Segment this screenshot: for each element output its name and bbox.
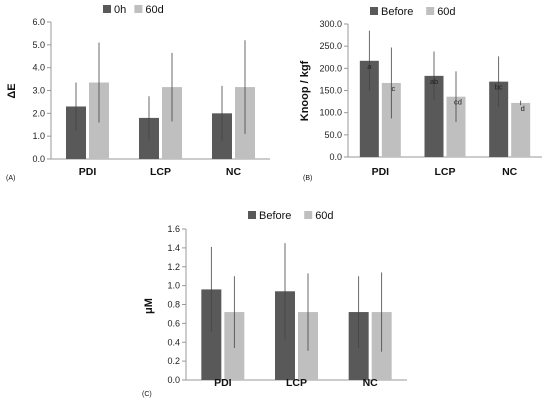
bar-60d-nc xyxy=(511,102,531,157)
chart-panel-a: 0.0 1.0 2.0 3.0 4.0 5.0 6.0 ΔE PDI LCP NC 0h 60d (A) xyxy=(6,4,270,182)
panel-label: (B) xyxy=(303,175,312,182)
y-tick-label: 1.0 xyxy=(167,281,180,291)
x-category-label: NC xyxy=(226,166,242,178)
y-tick-label: 50.0 xyxy=(324,130,342,140)
legend-label: Before xyxy=(381,6,413,18)
chart-panel-c: 0.0 0.2 0.4 0.6 0.8 1.0 1.2 1.4 1.6 μM PDI LCP NC Bef… xyxy=(142,210,407,398)
y-tick-label: 1.4 xyxy=(167,243,180,253)
data-label: cd xyxy=(454,98,462,107)
x-category-label: PDI xyxy=(79,166,97,178)
y-tick-label: 6.0 xyxy=(32,17,45,27)
x-category-label: PDI xyxy=(214,377,232,389)
y-tick-label: 0.6 xyxy=(167,318,180,328)
data-label: ab xyxy=(430,77,438,86)
legend-label: 60d xyxy=(437,6,455,18)
y-tick-label: 5.0 xyxy=(32,40,45,50)
bar-before-pdi xyxy=(359,60,379,158)
x-category-label: LCP xyxy=(150,166,171,178)
panel-label: (C) xyxy=(142,391,152,398)
y-tick-label: 1.0 xyxy=(32,131,45,141)
legend-label: 60d xyxy=(145,4,163,16)
data-label: a xyxy=(367,62,372,71)
y-tick-label: 4.0 xyxy=(32,63,45,73)
bar-60d-lcp xyxy=(446,96,466,157)
legend-swatch xyxy=(248,211,256,219)
legend-swatch xyxy=(370,7,378,15)
legend-swatch xyxy=(134,5,143,13)
bar-before-lcp xyxy=(424,75,444,157)
y-tick-label: 0.8 xyxy=(167,300,180,310)
data-label: d xyxy=(521,104,525,113)
bar-60d-lcp xyxy=(162,87,182,159)
bar-before-pdi xyxy=(201,289,222,380)
legend-label: Before xyxy=(259,210,291,222)
y-tick-label: 1.6 xyxy=(167,224,180,234)
chart-panel-b: 0.0 50.0 100.0 150.0 200.0 250.0 300.0 Knoop / … xyxy=(299,6,542,182)
y-axis-label: Knoop / kgf xyxy=(299,60,311,121)
y-axis-label: ΔE xyxy=(6,83,18,98)
bar-0h-pdi xyxy=(66,106,86,159)
legend-label: 60d xyxy=(315,210,333,222)
y-tick-label: 300.0 xyxy=(319,19,342,29)
y-tick-label: 0.4 xyxy=(167,337,180,347)
legend-swatch xyxy=(426,7,435,15)
y-tick-label: 0.0 xyxy=(32,154,45,164)
x-category-label: NC xyxy=(363,377,379,389)
y-tick-label: 200.0 xyxy=(319,63,342,73)
y-tick-label: 150.0 xyxy=(319,86,342,96)
bar-60d-pdi xyxy=(381,82,401,157)
y-tick-label: 250.0 xyxy=(319,41,342,51)
data-label: c xyxy=(391,84,395,93)
x-category-label: PDI xyxy=(372,166,390,178)
x-category-label: LCP xyxy=(435,166,456,178)
y-tick-label: 0.0 xyxy=(329,152,342,162)
x-category-label: LCP xyxy=(286,377,307,389)
legend-label: 0h xyxy=(114,4,126,16)
y-tick-label: 1.2 xyxy=(167,262,180,272)
data-label: bc xyxy=(495,83,503,92)
legend-swatch xyxy=(304,211,313,219)
y-tick-label: 2.0 xyxy=(32,108,45,118)
y-tick-label: 0.2 xyxy=(167,356,180,366)
legend-swatch xyxy=(103,5,111,13)
bar-before-nc xyxy=(489,81,509,157)
x-category-label: NC xyxy=(502,166,518,178)
y-tick-label: 3.0 xyxy=(32,86,45,96)
y-axis-label: μM xyxy=(143,298,155,314)
panel-label: (A) xyxy=(6,175,15,182)
y-tick-label: 0.0 xyxy=(167,375,180,385)
y-tick-label: 100.0 xyxy=(319,108,342,118)
